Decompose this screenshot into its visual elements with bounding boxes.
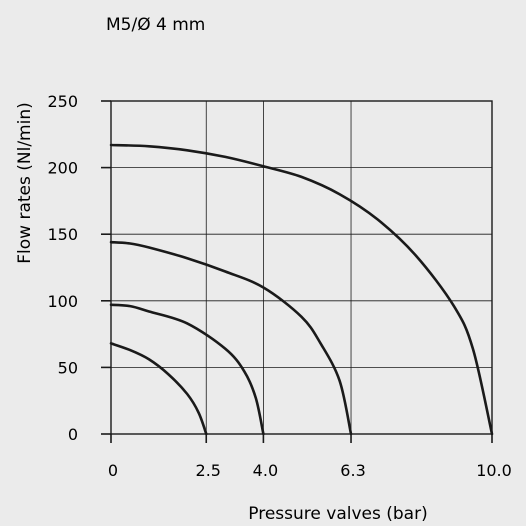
grid-layer [110, 100, 493, 435]
y-tick-label: 0 [68, 425, 78, 444]
x-axis-label: Pressure valves (bar) [248, 504, 427, 524]
x-tick-label: 0 [108, 461, 118, 480]
y-tick-label: 150 [47, 225, 78, 244]
y-axis-label: Flow rates (Nl/min) [15, 102, 35, 264]
plot-frame [110, 100, 493, 435]
y-tick-label: 200 [47, 159, 78, 178]
y-tick-label: 100 [47, 292, 78, 311]
tick-layer: 0 50 100 150 200 250 0 2.5 4.0 6.3 10.0 [47, 92, 511, 480]
x-tick-label: 10.0 [476, 461, 512, 480]
flow-curve-4 [109, 143, 494, 436]
flow-curve-3 [109, 240, 353, 436]
y-tick-label: 250 [47, 92, 78, 111]
x-tick-label: 4.0 [253, 461, 278, 480]
flow-curve-2 [109, 303, 265, 436]
y-tick-label: 50 [58, 358, 78, 377]
series-layer [109, 143, 494, 436]
chart-title: M5/Ø 4 mm [106, 15, 205, 35]
flow-curve-1 [109, 342, 208, 436]
x-tick-label: 6.3 [340, 461, 365, 480]
x-tick-label: 2.5 [196, 461, 221, 480]
